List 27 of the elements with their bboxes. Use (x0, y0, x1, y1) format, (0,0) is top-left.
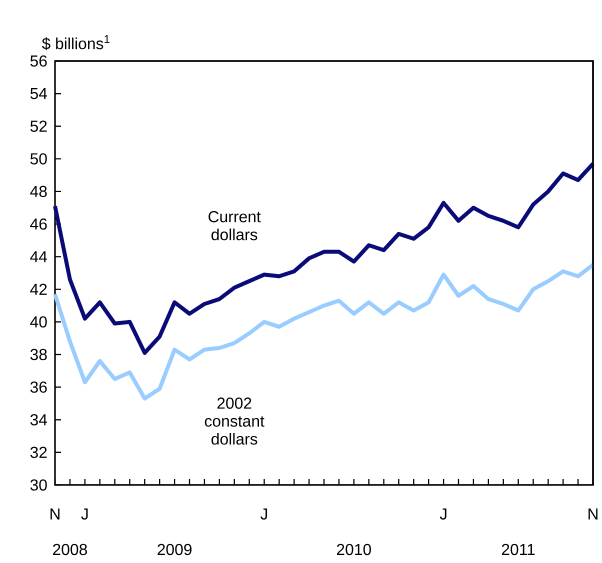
y-tick-label: 34 (30, 414, 48, 426)
text: 2011 (502, 544, 535, 556)
x-tick-label: N (50, 508, 60, 520)
y-tick-label: 56 (30, 55, 47, 67)
y-tick-label: 48 (30, 186, 47, 198)
y-tick-label: 36 (30, 382, 47, 393)
y-tick-label: 50 (30, 153, 47, 164)
y-tick-label: 54 (30, 88, 48, 100)
text: 2010 (336, 544, 371, 556)
x-tick-label: J (81, 508, 88, 520)
y-tick-label: 32 (30, 446, 47, 458)
y-tick-label: 46 (30, 218, 47, 230)
y-tick-label: 38 (30, 348, 47, 360)
y-tick-label: 44 (30, 251, 48, 262)
y-tick-label: 40 (30, 316, 47, 328)
text: 2002 constant dollars (204, 398, 264, 445)
x-tick-label: J (440, 508, 446, 520)
text: 2008 (53, 544, 87, 556)
y-tick-label: 52 (30, 120, 47, 132)
y-axis-title: $ billions$^{1}$ (42, 35, 110, 50)
line-series (53, 162, 596, 355)
y-tick-label: 42 (30, 284, 47, 295)
x-tick-label: N (588, 508, 598, 520)
text: 2009 (158, 544, 192, 556)
x-tick-label: J (260, 508, 268, 520)
text: Current dollars (208, 211, 261, 240)
y-tick-label: 30 (30, 479, 47, 491)
